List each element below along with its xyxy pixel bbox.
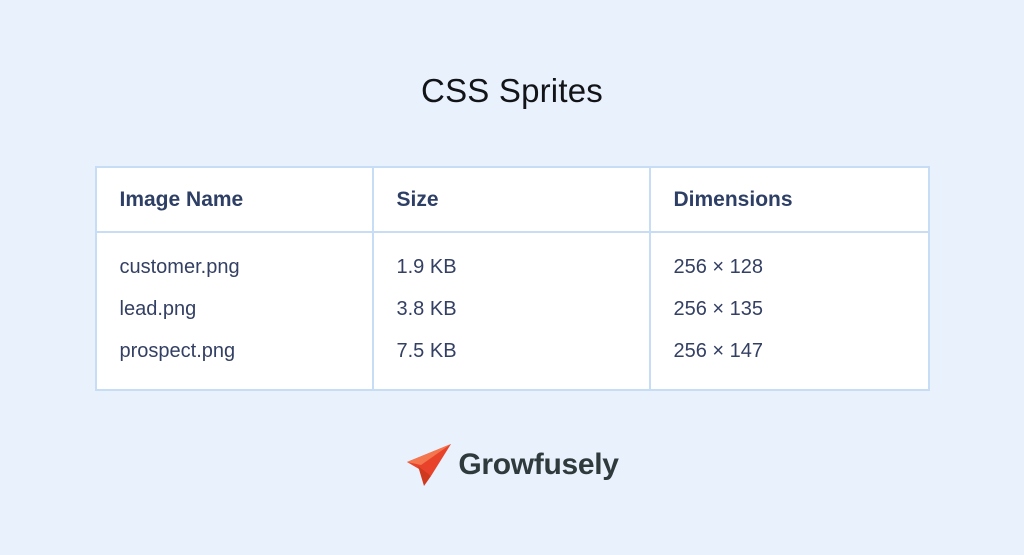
- column-header-dimensions: Dimensions: [673, 187, 793, 211]
- column-header-size: Size: [374, 168, 651, 231]
- logo-text: Growfusely: [458, 448, 619, 481]
- cell-size: 1.9 KB: [396, 256, 457, 278]
- cell-image-name: prospect.png: [119, 340, 236, 362]
- column-image-name: customer.png lead.png prospect.png: [97, 233, 374, 389]
- cell-size: 7.5 KB: [396, 340, 457, 362]
- column-header-image-name: Image Name: [97, 168, 374, 231]
- column-dimensions: 256 × 128 256 × 135 256 × 147: [651, 233, 928, 389]
- table-body: customer.png lead.png prospect.png 1.9 K…: [97, 233, 928, 389]
- cell-size: 3.8 KB: [396, 298, 457, 320]
- growfusely-logo: Growfusely: [0, 441, 1024, 489]
- page-title: CSS Sprites: [421, 72, 603, 109]
- cell-image-name: customer.png: [119, 256, 240, 278]
- cell-dimensions: 256 × 135: [673, 298, 764, 320]
- cell-dimensions: 256 × 147: [673, 340, 764, 362]
- sprites-table: Image Name Size Dimensions customer.png …: [94, 166, 930, 391]
- cell-dimensions: 256 × 128: [673, 256, 764, 278]
- paper-plane-icon: [405, 441, 453, 489]
- table-header-row: Image Name Size Dimensions: [96, 168, 928, 233]
- cell-image-name: lead.png: [119, 298, 197, 320]
- column-size: 1.9 KB 3.8 KB 7.5 KB: [374, 233, 651, 389]
